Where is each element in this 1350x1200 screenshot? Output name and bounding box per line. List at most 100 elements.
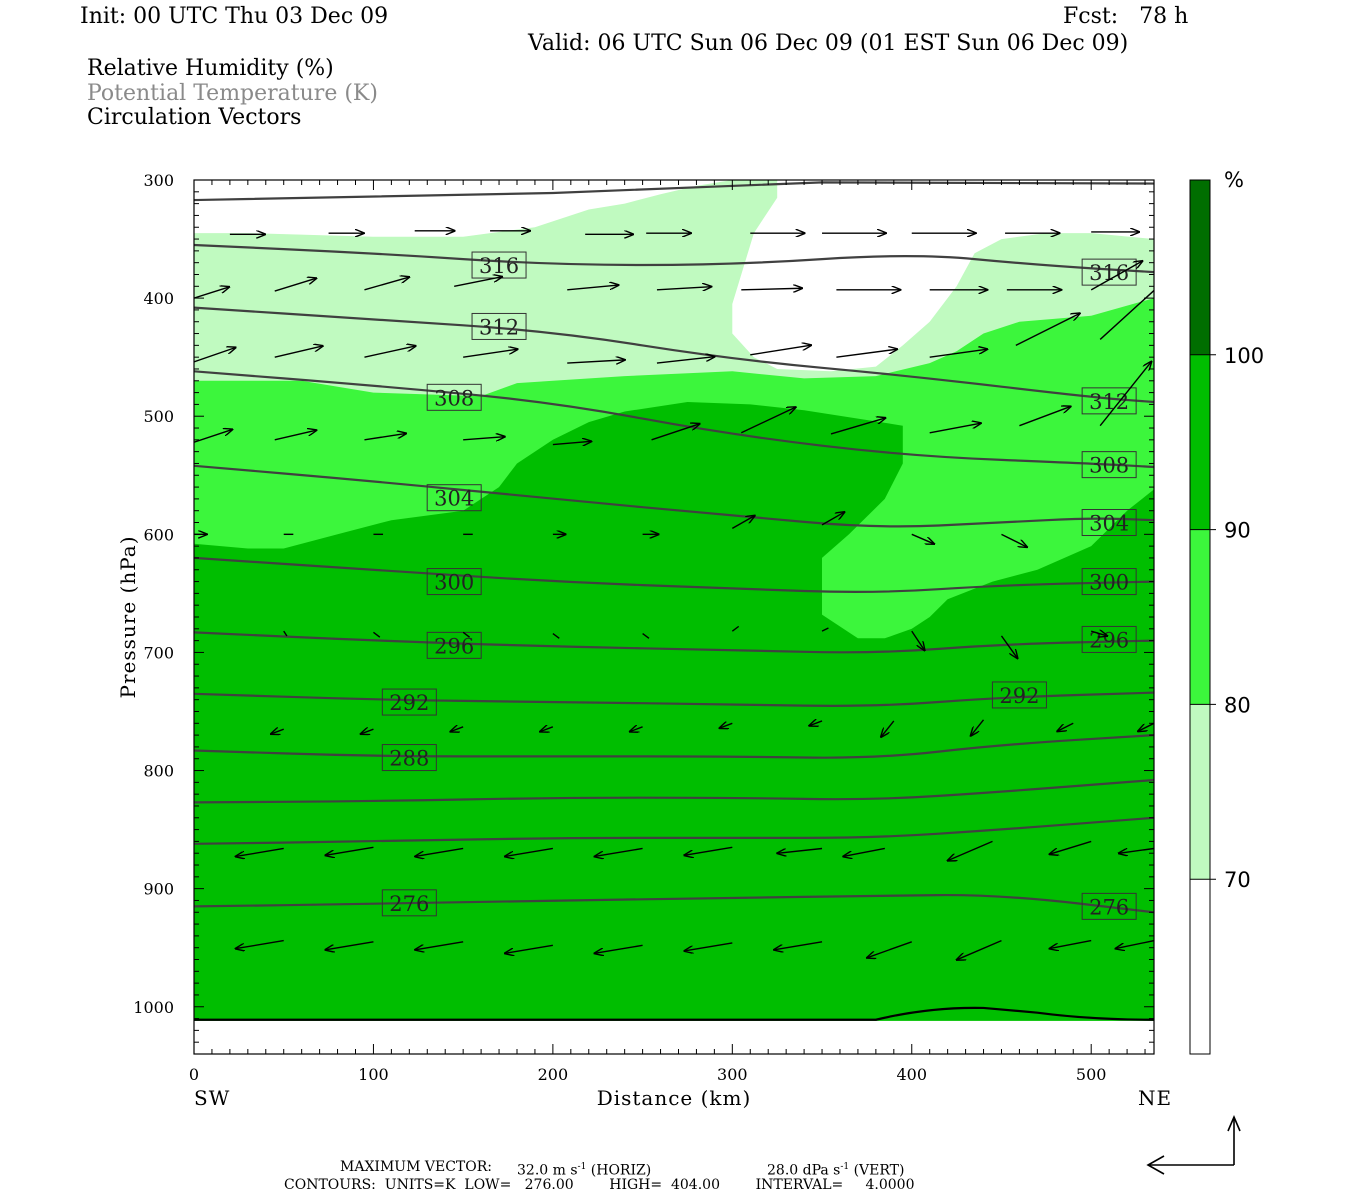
theta-contour-line [194, 631, 1154, 654]
circulation-vector [540, 727, 554, 732]
x-axis-title: Distance (km) [597, 1086, 752, 1110]
theta-contour-label: 288 [389, 747, 429, 771]
circulation-vector [1050, 939, 1092, 949]
circulation-vector [971, 719, 985, 736]
theta-contour-line [194, 370, 1154, 469]
circulation-vector [809, 721, 823, 726]
y-tick-label: 400 [143, 289, 174, 308]
x-end-label-ne: NE [1138, 1086, 1172, 1110]
theta-label-box [1081, 625, 1137, 653]
y-tick-label: 900 [143, 880, 174, 899]
circulation-vector [1138, 722, 1154, 731]
theta-contour-label: 308 [1089, 454, 1129, 478]
y-tick-label: 700 [143, 643, 174, 662]
circulation-vector [777, 847, 823, 853]
x-end-label-sw: SW [194, 1086, 230, 1110]
circulation-vector [236, 939, 284, 949]
reference-vector-icon [1146, 1114, 1241, 1175]
colorbar-level-label: 70 [1224, 868, 1251, 892]
circulation-vector [463, 437, 505, 440]
circulation-vector [1090, 631, 1107, 636]
colorbar-frame [1189, 179, 1211, 1055]
circulation-vector [274, 346, 323, 358]
theta-label-box [426, 631, 482, 659]
circulation-vector [740, 407, 795, 434]
circulation-vector [843, 847, 885, 856]
circulation-vector [731, 516, 754, 530]
circulation-vector [821, 512, 844, 526]
theta-label-box [426, 484, 482, 512]
circulation-vector [1050, 840, 1092, 854]
circulation-vector [194, 347, 236, 363]
theta-label-box [1081, 451, 1137, 479]
circulation-vector [656, 287, 711, 290]
circulation-vector [684, 942, 733, 951]
theta-contour-label: 300 [1089, 571, 1129, 595]
circulation-vector [373, 631, 381, 638]
circulation-vector [505, 847, 553, 856]
theta-contour-label: 316 [479, 254, 519, 278]
circulation-vector [836, 349, 897, 358]
x-tick-label: 500 [1076, 1065, 1107, 1084]
circulation-vector [911, 533, 934, 544]
circulation-vector [364, 433, 406, 441]
theta-contour-label: 276 [389, 892, 429, 916]
circulation-vector [364, 346, 415, 358]
circulation-vector [821, 627, 829, 632]
theta-contour-label: 292 [999, 684, 1039, 708]
circulation-vector [1116, 939, 1154, 949]
theta-contour-label: 316 [1089, 261, 1129, 285]
y-tick-label: 600 [143, 525, 174, 544]
y-tick-label: 800 [143, 762, 174, 781]
circulation-vector [415, 847, 464, 856]
theta-contour-label: 296 [434, 634, 474, 658]
y-tick-label: 1000 [133, 998, 174, 1017]
circulation-vector [1001, 533, 1027, 547]
circulation-vector [567, 360, 625, 363]
circulation-vector [1119, 847, 1154, 853]
theta-contour-label: 292 [389, 691, 429, 715]
theta-contour-line [194, 306, 1154, 404]
circulation-vector [567, 285, 618, 291]
circulation-vector [911, 630, 925, 650]
surface-line [194, 1006, 1154, 1021]
circulation-vector [1099, 362, 1151, 427]
circulation-vector [194, 287, 229, 299]
theta-contour-label: 276 [1089, 895, 1129, 919]
circulation-vector [274, 278, 317, 292]
valid-time: Valid: 06 UTC Sun 06 Dec 09 (01 EST Sun … [528, 31, 1129, 56]
theta-contour-line [194, 556, 1154, 593]
circulation-vector [630, 727, 643, 732]
circulation-vector [236, 847, 284, 856]
theta-contour-line [194, 464, 1154, 528]
theta-contour-label: 304 [1089, 512, 1129, 536]
theta-label-box [426, 568, 482, 596]
circulation-vector [1000, 635, 1017, 658]
circulation-vector [948, 840, 993, 860]
circulation-vector [283, 630, 288, 637]
axes: 300 400 500 600 700 800 900 1000 0 100 200 300 400 50… [133, 171, 1155, 1084]
theta-contour-label: 312 [1089, 390, 1129, 414]
theta-label-box [381, 688, 437, 716]
theta-label-box [1081, 892, 1137, 920]
theta-label-box [426, 383, 482, 411]
circulation-vector [731, 625, 740, 632]
colorbar-level-label: 100 [1224, 344, 1264, 368]
circulation-vector [271, 729, 284, 734]
colorbar-level-label: 90 [1224, 519, 1251, 543]
below-ground [194, 1020, 1154, 1054]
field-theta-label: Potential Temperature (K) [87, 81, 378, 106]
theta-contour-label: 312 [479, 315, 519, 339]
circulation-vector [1019, 406, 1070, 427]
colorbar-segment [1190, 354, 1210, 530]
circulation-vector [194, 429, 232, 443]
circulation-vector [651, 424, 700, 441]
circulation-vector [642, 632, 650, 639]
y-axis-title: Pressure (hPa) [116, 536, 140, 699]
theta-contour-line [194, 734, 1154, 759]
circulation-vector [1099, 289, 1154, 340]
theta-label-box [1081, 568, 1137, 596]
theta-label-box [1081, 509, 1137, 537]
theta-label-box [381, 889, 437, 917]
circulation-vector [774, 941, 823, 950]
